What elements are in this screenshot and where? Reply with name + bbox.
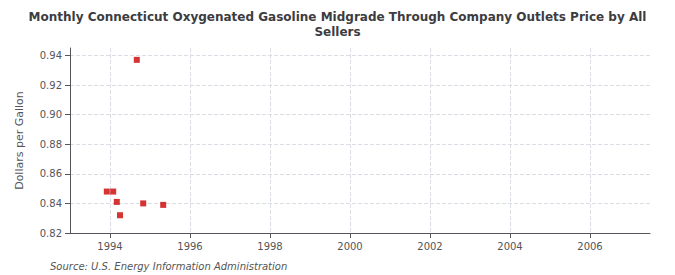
svg-text:2002: 2002: [417, 241, 442, 252]
svg-text:0.88: 0.88: [40, 139, 62, 150]
svg-text:0.94: 0.94: [40, 50, 62, 61]
svg-text:2000: 2000: [337, 241, 362, 252]
svg-text:1998: 1998: [257, 241, 282, 252]
svg-text:2004: 2004: [497, 241, 522, 252]
svg-text:0.82: 0.82: [40, 228, 62, 239]
svg-text:0.92: 0.92: [40, 80, 62, 91]
svg-text:2006: 2006: [577, 241, 602, 252]
svg-text:Dollars per Gallon: Dollars per Gallon: [13, 91, 26, 190]
svg-text:0.86: 0.86: [40, 168, 62, 179]
svg-text:Sellers: Sellers: [314, 25, 360, 39]
svg-text:1994: 1994: [97, 241, 122, 252]
svg-text:Source: U.S. Energy Informatio: Source: U.S. Energy Information Administ…: [50, 261, 287, 272]
svg-text:0.90: 0.90: [40, 109, 62, 120]
svg-text:Monthly Connecticut Oxygenated: Monthly Connecticut Oxygenated Gasoline …: [29, 10, 647, 24]
svg-text:0.84: 0.84: [40, 198, 62, 209]
svg-text:1996: 1996: [177, 241, 202, 252]
